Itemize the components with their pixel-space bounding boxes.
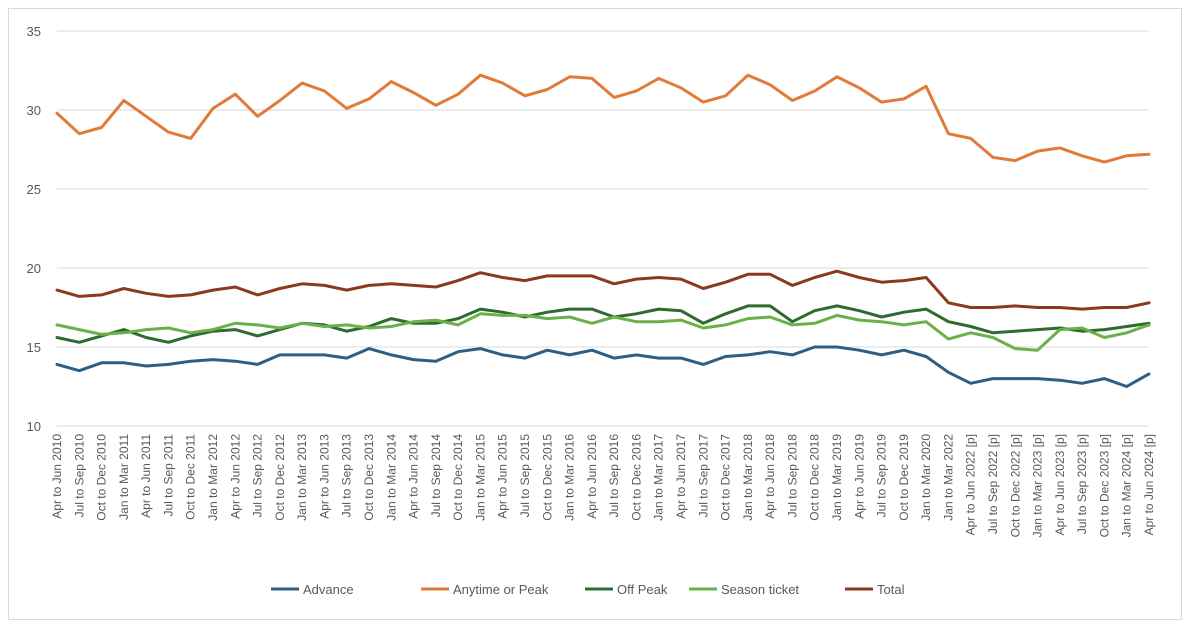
legend-label: Advance bbox=[303, 582, 354, 597]
series-line-total bbox=[55, 269, 1151, 311]
legend-item-off-peak: Off Peak bbox=[585, 582, 668, 597]
x-tick-label: Jan to Mar 2018 bbox=[741, 434, 755, 521]
x-tick-label: Oct to Dec 2023 [p] bbox=[1097, 434, 1111, 537]
x-tick-label: Jul to Sep 2016 bbox=[607, 434, 621, 518]
x-tick-label: Jul to Sep 2014 bbox=[429, 434, 443, 518]
chart-frame: 10 15 20 25 30 35 Apr to Jun 2010 Jul to Sep 2… bbox=[8, 8, 1182, 620]
x-tick-label: Jul to Sep 2018 bbox=[785, 434, 799, 518]
x-tick-label: Jul to Sep 2010 bbox=[72, 434, 86, 518]
x-tick-label: Oct to Dec 2017 bbox=[719, 434, 733, 521]
legend-label: Season ticket bbox=[721, 582, 799, 597]
y-tick-label: 20 bbox=[27, 261, 41, 276]
x-tick-label: Oct to Dec 2012 bbox=[273, 434, 287, 521]
y-tick-label: 15 bbox=[27, 340, 41, 355]
x-tick-label: Apr to Jun 2013 bbox=[317, 434, 331, 519]
x-tick-label: Jul to Sep 2015 bbox=[518, 434, 532, 518]
x-tick-label: Oct to Dec 2013 bbox=[362, 434, 376, 521]
x-tick-label: Apr to Jun 2018 bbox=[763, 434, 777, 519]
x-tick-label: Jan to Mar 2023 [p] bbox=[1031, 434, 1045, 537]
legend-label: Anytime or Peak bbox=[453, 582, 549, 597]
x-tick-label: Jan to Mar 2014 bbox=[384, 434, 398, 521]
legend-item-anytime-or-peak: Anytime or Peak bbox=[421, 582, 549, 597]
x-tick-label: Jul to Sep 2012 bbox=[251, 434, 265, 518]
series-line-advance bbox=[55, 345, 1151, 388]
x-tick-label: Oct to Dec 2022 [p] bbox=[1008, 434, 1022, 537]
y-tick-label: 10 bbox=[27, 419, 41, 434]
legend-item-total: Total bbox=[845, 582, 905, 597]
x-tick-label: Apr to Jun 2019 bbox=[852, 434, 866, 519]
x-tick-label: Oct to Dec 2019 bbox=[897, 434, 911, 521]
x-tick-label: Apr to Jun 2023 [p] bbox=[1053, 434, 1067, 535]
x-axis-ticks: Apr to Jun 2010 Jul to Sep 2010 Oct to Dec… bbox=[50, 434, 1156, 538]
x-tick-label: Oct to Dec 2014 bbox=[451, 434, 465, 521]
x-tick-label: Jul to Sep 2013 bbox=[340, 434, 354, 518]
x-tick-label: Oct to Dec 2016 bbox=[629, 434, 643, 521]
x-tick-label: Apr to Jun 2014 bbox=[407, 434, 421, 519]
x-tick-label: Jan to Mar 2020 bbox=[919, 434, 933, 521]
x-tick-label: Jan to Mar 2016 bbox=[563, 434, 577, 521]
x-tick-label: Jan to Mar 2022 bbox=[941, 434, 955, 521]
legend-item-season-ticket: Season ticket bbox=[689, 582, 799, 597]
x-tick-label: Jul to Sep 2017 bbox=[696, 434, 710, 518]
x-tick-label: Jul to Sep 2011 bbox=[161, 434, 175, 517]
gridlines bbox=[57, 30, 1149, 427]
series-line-season-ticket bbox=[55, 312, 1151, 352]
x-tick-label: Apr to Jun 2024 [p] bbox=[1142, 434, 1156, 535]
line-chart: 10 15 20 25 30 35 Apr to Jun 2010 Jul to Sep 2… bbox=[27, 24, 1156, 597]
x-tick-label: Jan to Mar 2024 [p] bbox=[1120, 434, 1134, 537]
legend-label: Off Peak bbox=[617, 582, 668, 597]
x-tick-label: Apr to Jun 2010 bbox=[50, 434, 64, 519]
x-tick-label: Jan to Mar 2012 bbox=[206, 434, 220, 521]
legend-label: Total bbox=[877, 582, 905, 597]
x-tick-label: Jan to Mar 2015 bbox=[473, 434, 487, 521]
x-tick-label: Apr to Jun 2015 bbox=[496, 434, 510, 519]
legend-item-advance: Advance bbox=[271, 582, 354, 597]
series-lines bbox=[55, 73, 1151, 388]
x-tick-label: Oct to Dec 2011 bbox=[184, 434, 198, 520]
x-tick-label: Jan to Mar 2013 bbox=[295, 434, 309, 521]
y-tick-label: 30 bbox=[27, 103, 41, 118]
x-tick-label: Oct to Dec 2018 bbox=[808, 434, 822, 521]
x-tick-label: Jan to Mar 2017 bbox=[652, 434, 666, 521]
x-tick-label: Jul to Sep 2019 bbox=[875, 434, 889, 518]
x-tick-label: Jan to Mar 2019 bbox=[830, 434, 844, 521]
x-tick-label: Apr to Jun 2012 bbox=[228, 434, 242, 519]
x-tick-label: Apr to Jun 2017 bbox=[674, 434, 688, 519]
y-axis-ticks: 10 15 20 25 30 35 bbox=[27, 24, 41, 434]
legend: Advance Anytime or Peak Off Peak Season tic… bbox=[271, 582, 905, 597]
x-tick-label: Apr to Jun 2022 [p] bbox=[964, 434, 978, 535]
x-tick-label: Apr to Jun 2011 bbox=[139, 434, 153, 518]
y-tick-label: 25 bbox=[27, 182, 41, 197]
x-tick-label: Oct to Dec 2015 bbox=[540, 434, 554, 521]
x-tick-label: Jul to Sep 2023 [p] bbox=[1075, 434, 1089, 534]
x-tick-label: Apr to Jun 2016 bbox=[585, 434, 599, 519]
series-line-anytime-or-peak bbox=[55, 73, 1151, 164]
x-tick-label: Oct to Dec 2010 bbox=[95, 434, 109, 521]
x-tick-label: Jan to Mar 2011 bbox=[117, 434, 131, 520]
series-line-off-peak bbox=[55, 304, 1151, 344]
y-tick-label: 35 bbox=[27, 24, 41, 39]
x-tick-label: Jul to Sep 2022 [p] bbox=[986, 434, 1000, 534]
